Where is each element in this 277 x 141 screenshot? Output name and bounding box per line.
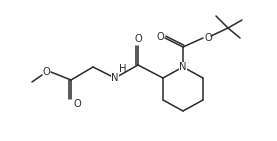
Text: H: H (119, 64, 127, 74)
Text: O: O (156, 32, 164, 42)
Text: O: O (134, 34, 142, 44)
Text: N: N (179, 62, 187, 72)
Text: O: O (42, 67, 50, 77)
Text: N: N (111, 73, 119, 83)
Text: O: O (204, 33, 212, 43)
Text: O: O (73, 99, 81, 109)
